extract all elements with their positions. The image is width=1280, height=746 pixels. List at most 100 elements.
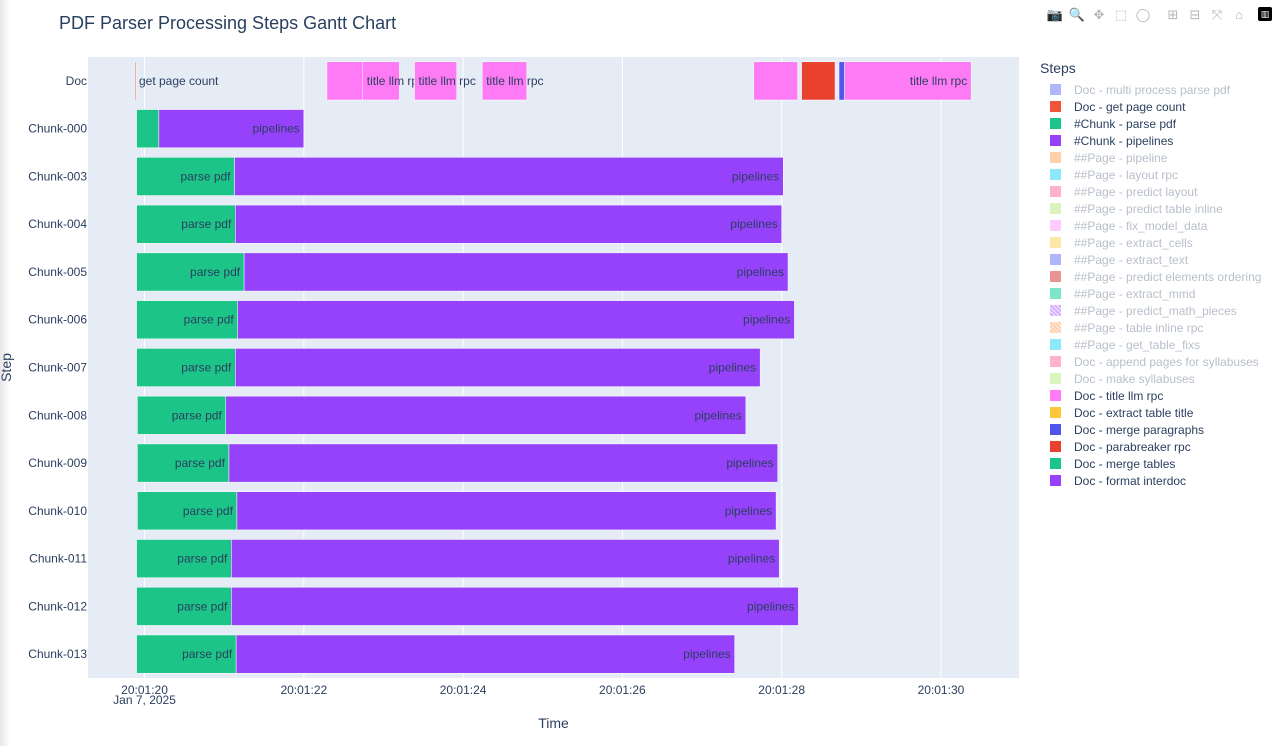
gantt-bar[interactable] xyxy=(801,61,836,101)
legend-item[interactable]: Doc - extract table title xyxy=(1040,404,1261,421)
gantt-bar[interactable]: parse pdf xyxy=(136,634,237,674)
gantt-bar-rect[interactable] xyxy=(228,443,778,483)
legend-item[interactable]: Doc - make syllabuses xyxy=(1040,370,1261,387)
gantt-bar-rect[interactable] xyxy=(137,443,230,483)
gantt-bar-rect[interactable] xyxy=(231,539,780,578)
gantt-bar[interactable]: parse pdf xyxy=(136,586,232,626)
gantt-bar-rect[interactable] xyxy=(243,252,789,292)
gantt-bar[interactable]: parse pdf xyxy=(136,539,232,578)
gantt-bar-rect[interactable] xyxy=(136,634,237,674)
legend-item[interactable]: ##Page - predict elements ordering xyxy=(1040,268,1261,285)
zoom-in-icon[interactable]: ⊞ xyxy=(1167,6,1179,22)
legend-item[interactable]: ##Page - predict table inline xyxy=(1040,200,1261,217)
zoom-out-icon[interactable]: ⊟ xyxy=(1189,6,1201,22)
gantt-bar-rect[interactable] xyxy=(136,252,245,292)
gantt-bar[interactable]: title llm rpc xyxy=(844,61,972,101)
gantt-bar[interactable]: parse pdf xyxy=(136,157,235,196)
camera-icon[interactable]: 📷 xyxy=(1046,6,1064,22)
gantt-bar[interactable]: parse pdf xyxy=(137,443,230,483)
gantt-bar[interactable]: pipelines xyxy=(228,443,778,483)
legend-item[interactable]: ##Page - layout rpc xyxy=(1040,166,1261,183)
legend-item[interactable]: ##Page - extract_cells xyxy=(1040,234,1261,251)
gantt-bar-rect[interactable] xyxy=(136,348,236,387)
reset-axes-icon[interactable]: ⌂ xyxy=(1235,6,1243,22)
legend-item[interactable]: ##Page - extract_text xyxy=(1040,251,1261,268)
gantt-bar[interactable]: pipelines xyxy=(231,539,780,578)
gantt-bar[interactable]: parse pdf xyxy=(136,348,236,387)
gantt-bar-rect[interactable] xyxy=(235,634,735,674)
gantt-bar-rect[interactable] xyxy=(136,539,232,578)
gantt-bar[interactable]: parse pdf xyxy=(137,395,227,435)
gantt-bar[interactable]: title llm rpc xyxy=(481,61,544,101)
gantt-bar-rect[interactable] xyxy=(158,109,305,149)
gantt-bar-rect[interactable] xyxy=(234,157,784,196)
legend-item[interactable]: ##Page - table inline rpc xyxy=(1040,319,1261,336)
gantt-bar[interactable]: pipelines xyxy=(243,252,789,292)
gantt-bar[interactable]: pipelines xyxy=(235,634,735,674)
lasso-select-icon[interactable]: ◯ xyxy=(1135,6,1151,22)
gantt-bar-rect[interactable] xyxy=(236,491,777,531)
gantt-bar[interactable]: parse pdf xyxy=(136,204,236,244)
gantt-bar-rect[interactable] xyxy=(134,61,137,101)
gantt-bar-rect[interactable] xyxy=(753,61,798,101)
gantt-bar-rect[interactable] xyxy=(235,204,782,244)
legend-item[interactable]: ##Page - fix_model_data xyxy=(1040,217,1261,234)
gantt-bar-rect[interactable] xyxy=(237,300,795,340)
legend-item[interactable]: #Chunk - pipelines xyxy=(1040,132,1261,149)
gantt-bar[interactable]: parse pdf xyxy=(136,300,238,340)
zoom-icon[interactable]: 🔍 xyxy=(1068,6,1086,22)
legend-item[interactable]: Doc - multi process parse pdf xyxy=(1040,81,1261,98)
gantt-bar-rect[interactable] xyxy=(838,61,845,101)
legend-item[interactable]: ##Page - get_table_fixs xyxy=(1040,336,1261,353)
autoscale-icon[interactable]: ⤧ xyxy=(1211,6,1223,22)
gantt-bar[interactable] xyxy=(136,109,160,149)
legend-item[interactable]: ##Page - pipeline xyxy=(1040,149,1261,166)
gantt-bar-rect[interactable] xyxy=(136,157,235,196)
legend-item[interactable]: Doc - merge tables xyxy=(1040,455,1261,472)
gantt-bar-rect[interactable] xyxy=(137,491,238,531)
gantt-bar-rect[interactable] xyxy=(362,61,400,101)
gantt-bar-rect[interactable] xyxy=(801,61,836,101)
legend-item[interactable]: Doc - format interdoc xyxy=(1040,472,1261,489)
gantt-bar[interactable]: get page count xyxy=(134,61,219,101)
legend-item[interactable]: Doc - parabreaker rpc xyxy=(1040,438,1261,455)
gantt-bar-rect[interactable] xyxy=(481,61,528,101)
gantt-bar-rect[interactable] xyxy=(137,395,227,435)
gantt-bar[interactable]: title llm rpc xyxy=(414,61,476,101)
legend-item[interactable]: ##Page - predict_math_pieces xyxy=(1040,302,1261,319)
gantt-bar-rect[interactable] xyxy=(414,61,457,101)
gantt-bar[interactable] xyxy=(838,61,845,101)
gantt-bar-rect[interactable] xyxy=(225,395,747,435)
gantt-bar-rect[interactable] xyxy=(136,204,236,244)
plotly-logo-icon[interactable]: ▥ xyxy=(1258,7,1272,21)
gantt-bar[interactable]: pipelines xyxy=(158,109,305,149)
gantt-bar[interactable]: pipelines xyxy=(236,491,777,531)
legend-item[interactable]: Doc - get page count xyxy=(1040,98,1261,115)
gantt-bar[interactable]: pipelines xyxy=(234,157,784,196)
gantt-bar[interactable] xyxy=(326,61,364,101)
gantt-bar-rect[interactable] xyxy=(235,348,761,387)
gantt-bar[interactable]: parse pdf xyxy=(137,491,238,531)
gantt-bar-rect[interactable] xyxy=(136,300,238,340)
gantt-bar[interactable]: parse pdf xyxy=(136,252,245,292)
gantt-bar[interactable]: pipelines xyxy=(231,586,799,626)
gantt-bar-rect[interactable] xyxy=(231,586,799,626)
gantt-bar[interactable]: pipelines xyxy=(235,204,782,244)
box-select-icon[interactable]: ⬚ xyxy=(1114,6,1128,22)
gantt-bar[interactable]: title llm rpc xyxy=(362,61,424,101)
gantt-bar-rect[interactable] xyxy=(326,61,364,101)
legend-item[interactable]: ##Page - predict layout xyxy=(1040,183,1261,200)
legend-item[interactable]: Doc - merge paragraphs xyxy=(1040,421,1261,438)
gantt-bar[interactable]: pipelines xyxy=(235,348,761,387)
legend-item[interactable]: Doc - append pages for syllabuses xyxy=(1040,353,1261,370)
gantt-bar-rect[interactable] xyxy=(844,61,972,101)
legend-item[interactable]: ##Page - extract_mmd xyxy=(1040,285,1261,302)
legend-item[interactable]: #Chunk - parse pdf xyxy=(1040,115,1261,132)
gantt-bar[interactable]: pipelines xyxy=(237,300,795,340)
pan-icon[interactable]: ✥ xyxy=(1093,6,1105,22)
legend-item[interactable]: Doc - title llm rpc xyxy=(1040,387,1261,404)
gantt-bar-rect[interactable] xyxy=(136,109,160,149)
gantt-bar[interactable]: pipelines xyxy=(225,395,747,435)
gantt-bar[interactable] xyxy=(753,61,798,101)
